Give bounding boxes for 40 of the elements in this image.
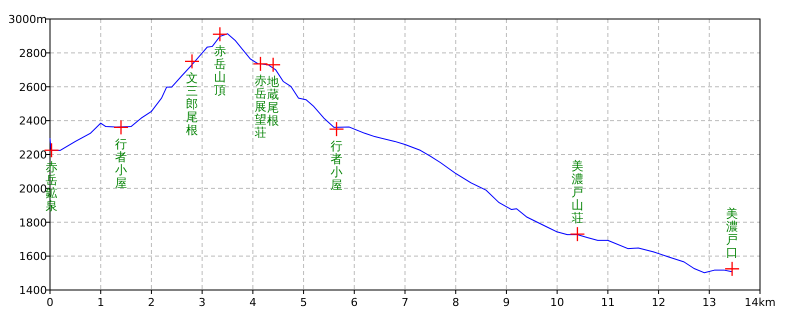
y-tick-label: 2400 xyxy=(19,114,47,128)
point xyxy=(724,261,740,276)
x-tick-label: 0 xyxy=(46,296,54,309)
y-tick-label: 2000 xyxy=(19,182,47,196)
x-tick-label: 5 xyxy=(300,296,308,309)
annotation: 美濃戸山荘 xyxy=(571,158,584,225)
y-tick-label: 1800 xyxy=(19,216,47,230)
y-tick-label: 2800 xyxy=(19,46,47,60)
x-tick-label: 11 xyxy=(600,296,615,309)
point xyxy=(328,121,344,137)
annotation: 地蔵尾根 xyxy=(266,74,280,128)
point xyxy=(212,26,228,42)
x-tick-label: 6 xyxy=(350,296,358,309)
x-tick-label: 12 xyxy=(652,296,666,309)
x-tick-label: 2 xyxy=(148,296,155,309)
x-tick-label: 4 xyxy=(249,296,256,309)
annotation: 行者小屋 xyxy=(330,138,343,192)
y-tick-label: 1600 xyxy=(19,250,47,264)
y-tick-label: 3000m xyxy=(8,13,47,26)
x-tick-label: 8 xyxy=(452,296,460,309)
x-tick-label: 7 xyxy=(402,296,408,309)
point xyxy=(252,56,268,72)
x-tick-label: 14km xyxy=(744,296,776,309)
x-tick-label: 9 xyxy=(502,296,510,309)
annotation: 赤岳山頂 xyxy=(214,44,226,98)
x-tick-label: 13 xyxy=(702,296,716,309)
y-tick-label: 2600 xyxy=(19,80,47,94)
annotation: 赤岳展望荘 xyxy=(254,74,266,140)
x-tick-label: 10 xyxy=(550,296,564,309)
point xyxy=(184,54,200,69)
annotation: 美濃戸口 xyxy=(726,206,738,260)
point xyxy=(570,226,586,242)
x-tick-label: 1 xyxy=(97,296,104,309)
x-tick-label: 3 xyxy=(198,296,206,309)
point xyxy=(113,120,129,136)
y-tick-label: 2200 xyxy=(19,148,47,162)
annotation: 行者小屋 xyxy=(115,137,127,190)
point xyxy=(265,57,281,72)
annotation: 文三郎尾根 xyxy=(186,71,198,138)
y-tick-label: 1400 xyxy=(19,284,47,297)
